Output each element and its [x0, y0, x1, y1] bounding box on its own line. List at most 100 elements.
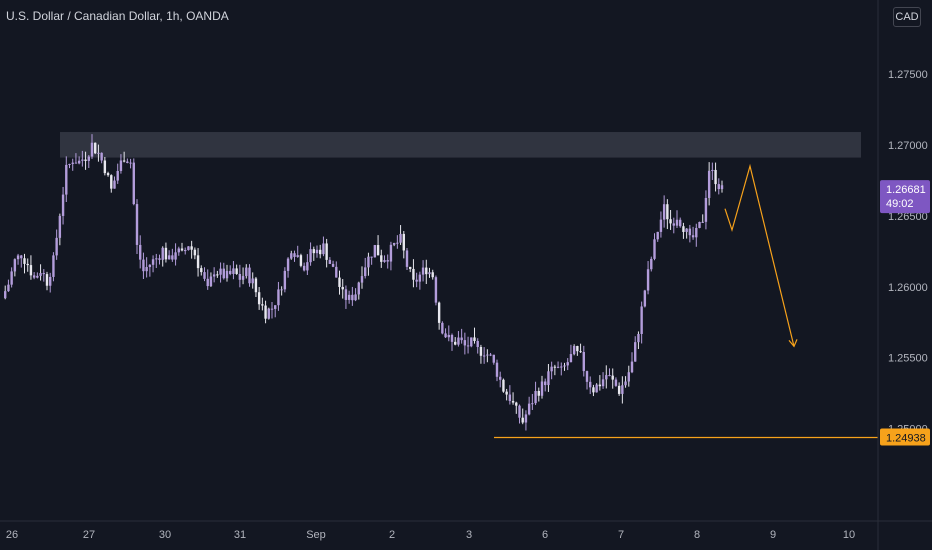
candle-body — [560, 366, 563, 368]
candle-body — [315, 249, 319, 254]
candle-body — [659, 219, 663, 232]
candle-body — [473, 337, 476, 342]
candle-body — [299, 255, 303, 266]
candle-body — [200, 268, 203, 273]
candle-body — [553, 366, 557, 368]
candle-body — [354, 294, 357, 301]
candle-body — [695, 227, 698, 238]
candle-body — [190, 246, 193, 250]
price-axis: 1.275001.270001.265001.260001.255001.250… — [877, 0, 928, 550]
candle-body — [65, 164, 68, 195]
candle-body — [691, 235, 695, 238]
candle-body — [264, 305, 267, 319]
candle-body — [527, 403, 531, 415]
candle-body — [251, 278, 254, 284]
candle-body — [711, 169, 714, 171]
candle-body — [23, 258, 26, 264]
candle-body — [126, 161, 129, 164]
time-tick-label: 9 — [770, 529, 776, 541]
candle-body — [52, 255, 55, 277]
candle-body — [595, 384, 598, 393]
candle-body — [81, 159, 84, 161]
candle-body — [376, 245, 380, 256]
candle-body — [286, 258, 290, 271]
price-tick-label: 1.26500 — [888, 211, 928, 223]
candle-body — [682, 226, 685, 232]
candle-body — [241, 276, 245, 280]
time-tick-label: 3 — [466, 529, 472, 541]
candle-body — [447, 334, 450, 338]
candle-body — [640, 306, 643, 334]
candle-body — [203, 272, 206, 279]
candle-body — [630, 361, 634, 373]
candle-body — [643, 290, 647, 307]
candle-body — [614, 379, 618, 386]
candle-body — [486, 354, 489, 356]
candle-body — [415, 279, 418, 282]
candle-body — [10, 271, 13, 285]
candle-body — [347, 294, 351, 300]
candle-body — [148, 264, 152, 268]
candle-body — [672, 223, 675, 226]
candle-body — [601, 379, 605, 387]
candle-body — [701, 221, 704, 223]
candle-body — [556, 366, 560, 368]
candle-body — [617, 385, 621, 394]
candle-body — [380, 255, 383, 262]
candle-body — [611, 375, 614, 380]
price-tick-label: 1.27000 — [888, 140, 928, 152]
candle-body — [425, 267, 428, 275]
candle-body — [373, 245, 377, 258]
candle-body — [84, 159, 87, 161]
candle-body — [441, 322, 444, 334]
candle-body — [135, 204, 139, 245]
candle-body — [49, 276, 52, 286]
candle-body — [39, 273, 42, 276]
candle-body — [20, 255, 23, 259]
candle-body — [357, 282, 360, 295]
candle-body — [524, 414, 528, 423]
candle-body — [508, 394, 512, 401]
currency-button[interactable]: CAD — [893, 7, 921, 27]
candle-body — [283, 270, 287, 290]
candle-body — [707, 170, 711, 198]
candle-body — [547, 371, 550, 386]
candle-body — [489, 354, 492, 356]
candle-body — [36, 275, 39, 278]
time-tick-label: 6 — [542, 529, 548, 541]
candle-body — [402, 233, 405, 251]
candle-body — [232, 268, 235, 274]
candle-body — [405, 250, 409, 267]
chart-title: U.S. Dollar / Canadian Dollar, 1h, OANDA — [6, 9, 229, 23]
candle-body — [267, 308, 270, 319]
candle-body — [418, 274, 422, 282]
candle-body — [167, 255, 171, 260]
candle-body — [598, 384, 602, 387]
candle-body — [621, 385, 624, 394]
candle-body — [505, 391, 508, 395]
candle-body — [261, 304, 264, 306]
candle-body — [675, 219, 679, 226]
candle-body — [476, 341, 479, 347]
candle-body — [412, 268, 415, 280]
candle-body — [437, 302, 441, 323]
candle-body — [325, 243, 328, 260]
candle-body — [466, 345, 470, 347]
candle-body — [45, 274, 49, 286]
candle-body — [495, 362, 499, 377]
time-tick-label: 31 — [234, 529, 246, 541]
candle-body — [450, 334, 454, 342]
candle-body — [245, 267, 248, 277]
candle-body — [566, 362, 569, 366]
candle-body — [662, 204, 666, 220]
candle-body — [110, 175, 113, 189]
candle-body — [94, 142, 97, 154]
candle-body — [351, 294, 354, 301]
candle-body — [61, 194, 65, 216]
candle-body — [572, 346, 576, 355]
candle-body — [569, 354, 573, 363]
candle-body — [698, 221, 701, 228]
candle-body — [444, 333, 447, 338]
candle-body — [103, 160, 107, 174]
